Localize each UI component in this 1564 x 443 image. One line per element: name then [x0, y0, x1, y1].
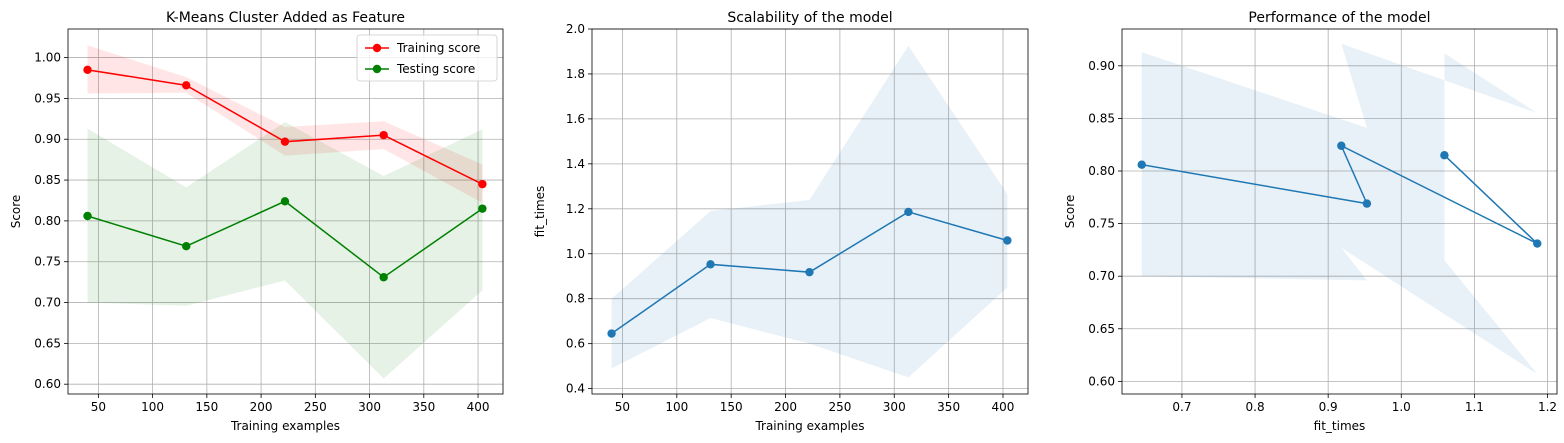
x-tick-label: 150: [720, 400, 743, 414]
chart-title: Scalability of the model: [727, 10, 892, 26]
data-point: [805, 267, 814, 277]
y-tick-label: 1.00: [34, 51, 61, 65]
y-tick-label: 0.85: [34, 173, 61, 187]
legend: Training score Testing score: [356, 34, 498, 82]
y-tick-label: 0.90: [34, 132, 61, 146]
data-point: [182, 242, 191, 251]
x-tick-label: 350: [412, 400, 435, 414]
data-point: [706, 260, 715, 269]
x-tick-label: 0.7: [1172, 400, 1191, 414]
y-axis-label: Score: [9, 195, 23, 229]
legend-label: Training score: [396, 41, 480, 55]
chart-panel-1: 50 100 150 200 250 300 350 400 0.60 0.65 0.70 0.75 0…: [9, 10, 504, 433]
y-tick-label: 0.95: [34, 91, 61, 105]
x-tick-label: 350: [937, 400, 960, 414]
data-point: [83, 211, 92, 221]
x-tick-label: 100: [665, 400, 688, 414]
data-point: [379, 273, 388, 282]
axes-frame: [1121, 28, 1558, 395]
chart-panel-3: 0.7 0.8 0.9 1.0 1.1 1.2 0.60 0.65 0.70 0.75 0.80 0.…: [1063, 10, 1558, 433]
confidence-band-1: [1141, 43, 1538, 375]
legend-marker: [372, 64, 382, 74]
x-tick-label: 150: [195, 400, 218, 414]
y-tick-label: 0.4: [566, 382, 585, 396]
y-tick-label: 0.60: [34, 377, 61, 391]
data-point: [1003, 236, 1012, 245]
x-tick-label: 250: [828, 400, 851, 414]
data-point: [904, 207, 913, 217]
x-tick-label: 250: [304, 400, 327, 414]
x-tick-label: 100: [141, 400, 164, 414]
confidence-band-1: [611, 45, 1008, 378]
confidence-band-2: [87, 122, 483, 379]
x-tick-label: 0.9: [1319, 400, 1338, 414]
legend-marker: [372, 43, 382, 53]
data-point: [379, 130, 388, 140]
x-axis-label: fit_times: [1314, 419, 1366, 433]
data-point: [1533, 239, 1542, 248]
y-tick-label: 1.8: [566, 67, 585, 81]
data-point: [1362, 199, 1372, 208]
x-tick-label: 200: [250, 400, 273, 414]
x-tick-label: 1.0: [1392, 400, 1411, 414]
data-point: [280, 137, 290, 146]
x-tick-label: 1.2: [1538, 400, 1557, 414]
y-tick-label: 0.80: [1088, 164, 1115, 178]
y-tick-label: 0.90: [1088, 59, 1115, 73]
data-point: [83, 65, 92, 75]
y-tick-label: 0.8: [566, 292, 585, 306]
x-tick-label: 200: [774, 400, 797, 414]
data-point: [280, 197, 290, 206]
y-tick-label: 0.70: [1088, 269, 1115, 283]
x-axis-label: Training examples: [230, 419, 340, 433]
y-tick-label: 0.70: [34, 296, 61, 310]
chart-panel-2: 50 100 150 200 250 300 350 400 0.4 0.6 0.8 1.0 1.2 1.…: [533, 10, 1029, 433]
legend-label: Testing score: [396, 62, 475, 76]
x-tick-label: 400: [992, 400, 1015, 414]
y-tick-label: 0.6: [566, 337, 585, 351]
y-tick-label: 0.80: [34, 214, 61, 228]
axes-frame: [591, 28, 1029, 395]
x-tick-label: 1.1: [1465, 400, 1484, 414]
y-tick-label: 0.75: [34, 255, 61, 269]
y-tick-label: 1.6: [566, 112, 585, 126]
data-point: [478, 179, 487, 189]
legend-box: [356, 34, 498, 82]
y-tick-label: 0.85: [1088, 111, 1115, 125]
grid: [1122, 29, 1557, 394]
y-tick-label: 0.65: [34, 336, 61, 350]
data-point: [1440, 151, 1449, 160]
y-tick-label: 0.60: [1088, 374, 1115, 388]
x-tick-label: 0.8: [1246, 400, 1265, 414]
x-axis-label: Training examples: [754, 419, 864, 433]
y-tick-label: 0.75: [1088, 217, 1115, 231]
chart-title: K-Means Cluster Added as Feature: [166, 10, 405, 26]
y-tick-label: 1.2: [566, 202, 585, 216]
x-tick-label: 300: [883, 400, 906, 414]
axes-frame: [67, 28, 504, 395]
x-tick-label: 400: [467, 400, 490, 414]
data-point: [182, 81, 191, 90]
data-point: [607, 329, 616, 338]
y-tick-label: 1.4: [566, 157, 585, 171]
data-point: [1137, 160, 1146, 169]
x-tick-label: 50: [91, 400, 106, 414]
grid: [68, 29, 503, 394]
data-point: [1337, 141, 1346, 150]
data-point: [478, 204, 487, 213]
x-tick-label: 300: [358, 400, 381, 414]
x-tick-label: 50: [615, 400, 630, 414]
y-axis-label: Score: [1063, 195, 1077, 229]
y-tick-label: 2.0: [566, 22, 585, 36]
y-tick-label: 1.0: [566, 247, 585, 261]
y-tick-label: 0.65: [1088, 322, 1115, 336]
y-axis-label: fit_times: [533, 186, 547, 238]
chart-title: Performance of the model: [1248, 10, 1430, 26]
